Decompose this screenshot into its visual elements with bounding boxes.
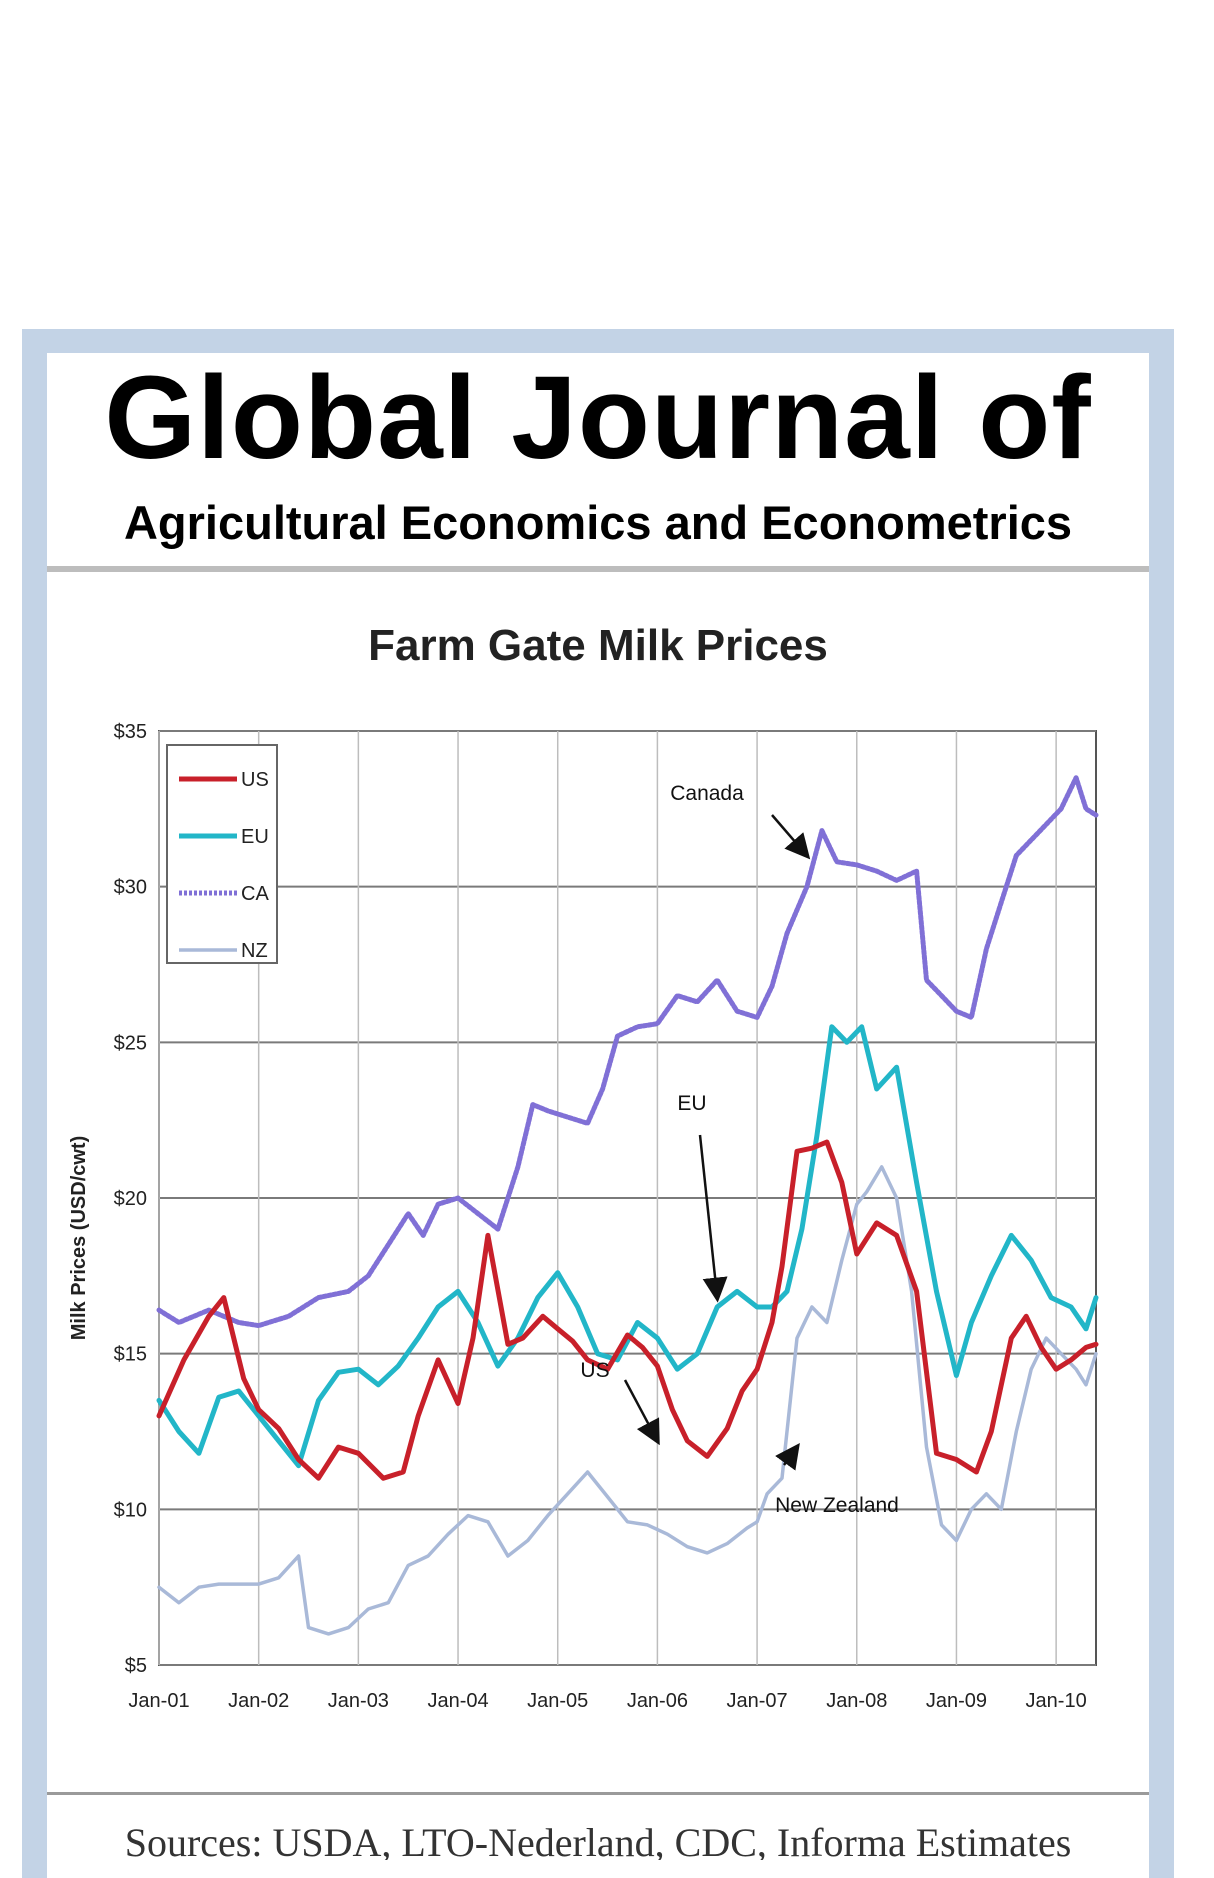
y-tick-label: $35 [114, 721, 147, 743]
x-tick-label: Jan-09 [926, 1690, 987, 1712]
x-tick-label: Jan-03 [328, 1690, 389, 1712]
y-tick-label: $15 [114, 1344, 147, 1366]
grid-layer [158, 730, 1097, 1666]
x-tick-label: Jan-02 [228, 1690, 289, 1712]
y-tick-label: $25 [114, 1032, 147, 1054]
annotation-eu: EU [677, 1092, 706, 1115]
title-divider [47, 566, 1149, 572]
axis-layer: Farm Gate Milk Prices $5 $10 $15 $20 $25 $30 $3… [68, 621, 1087, 1712]
x-tick-label: Jan-08 [826, 1690, 887, 1712]
legend-label-nz: NZ [241, 940, 268, 962]
annotation-arrow [623, 1379, 660, 1446]
annotation-arrow [775, 1443, 800, 1471]
journal-subtitle: Agricultural Economics and Econometrics [123, 496, 1073, 549]
milk-price-chart: Canada EU US New Zealand Farm Gate Milk Pri… [47, 575, 1149, 1805]
legend-label-us: US [241, 769, 269, 791]
series-line-us [156, 1139, 1099, 1481]
cover-panel [47, 353, 1149, 1878]
series-line-eu [156, 1024, 1099, 1469]
series-line-nz [157, 1165, 1098, 1636]
series-layer [156, 775, 1099, 1636]
chart-title: Farm Gate Milk Prices [368, 621, 828, 670]
x-tick-label: Jan-05 [527, 1690, 588, 1712]
x-tick-label: Jan-10 [1026, 1690, 1087, 1712]
sources-note: Sources: USDA, LTO-Nederland, CDC, Infor… [124, 1820, 1072, 1860]
series-line-ca [156, 775, 1099, 1329]
annotation-arrow [698, 1134, 728, 1303]
y-axis-label: Milk Prices (USD/cwt) [68, 1136, 90, 1341]
annotation-arrow [771, 814, 811, 860]
annotation-us: US [580, 1359, 609, 1382]
chart-canvas: Canada EU US New Zealand Farm Gate Milk Pri… [68, 621, 1099, 1712]
annotation-new-zealand: New Zealand [775, 1494, 899, 1517]
legend-label-ca: CA [241, 883, 269, 905]
legend: US EU CA NZ [166, 744, 278, 964]
y-tick-label: $10 [114, 1499, 147, 1521]
x-tick-label: Jan-06 [627, 1690, 688, 1712]
x-tick-label: Jan-01 [128, 1690, 189, 1712]
footer-divider [47, 1792, 1149, 1795]
y-tick-label: $5 [125, 1655, 147, 1677]
annotation-canada: Canada [670, 782, 744, 805]
legend-label-eu: EU [241, 826, 269, 848]
journal-title: Global Journal of [104, 352, 1092, 484]
x-tick-label: Jan-07 [727, 1690, 788, 1712]
y-tick-label: $20 [114, 1188, 147, 1210]
x-tick-label: Jan-04 [427, 1690, 488, 1712]
annotation-layer: Canada EU US New Zealand [580, 782, 898, 1517]
y-tick-label: $30 [114, 877, 147, 899]
